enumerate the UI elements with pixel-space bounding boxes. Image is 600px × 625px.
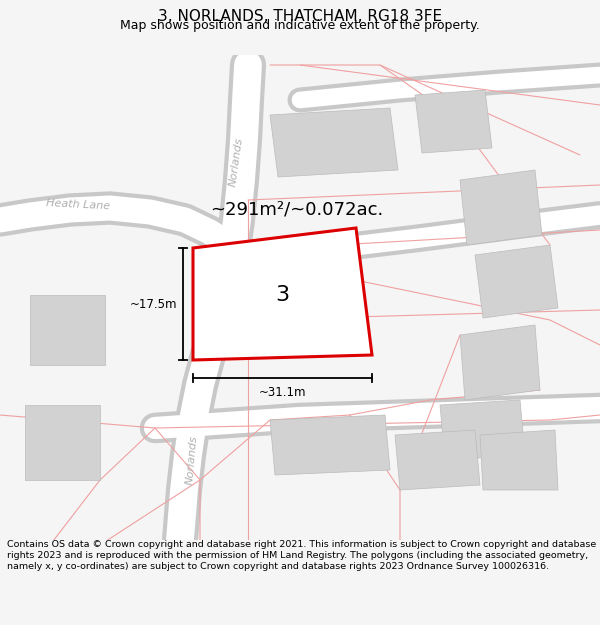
Polygon shape xyxy=(270,108,398,177)
Text: Map shows position and indicative extent of the property.: Map shows position and indicative extent… xyxy=(120,19,480,32)
Polygon shape xyxy=(460,325,540,400)
Text: Contains OS data © Crown copyright and database right 2021. This information is : Contains OS data © Crown copyright and d… xyxy=(7,540,596,571)
Polygon shape xyxy=(270,415,390,475)
Text: Heath Lane: Heath Lane xyxy=(46,198,110,212)
Polygon shape xyxy=(475,245,558,318)
Text: Norlands: Norlands xyxy=(227,137,244,188)
Polygon shape xyxy=(25,405,100,480)
Polygon shape xyxy=(440,400,525,460)
Text: 3, NORLANDS, THATCHAM, RG18 3FE: 3, NORLANDS, THATCHAM, RG18 3FE xyxy=(158,9,442,24)
Text: 3: 3 xyxy=(275,285,289,305)
Polygon shape xyxy=(193,228,372,360)
Polygon shape xyxy=(30,295,105,365)
Polygon shape xyxy=(460,170,542,245)
Polygon shape xyxy=(480,430,558,490)
Text: Norlands: Norlands xyxy=(185,435,199,485)
Polygon shape xyxy=(395,430,480,490)
Text: ~291m²/~0.072ac.: ~291m²/~0.072ac. xyxy=(210,201,383,219)
Text: ~31.1m: ~31.1m xyxy=(259,386,306,399)
Polygon shape xyxy=(415,90,492,153)
Text: ~17.5m: ~17.5m xyxy=(130,298,177,311)
